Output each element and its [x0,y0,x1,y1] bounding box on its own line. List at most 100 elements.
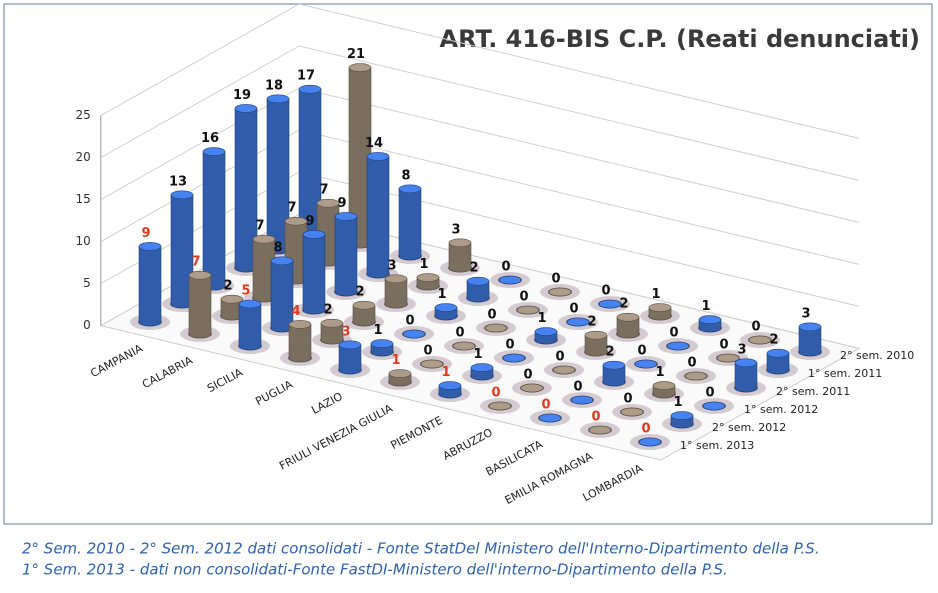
cylinder-top [734,358,758,368]
cylinder-top [652,381,676,390]
cylinder [302,230,326,315]
cylinder-top [684,371,708,381]
value-label: 3 [737,342,746,357]
cylinder-body [352,304,376,327]
value-label: 1 [441,365,450,380]
cylinder-body [448,242,472,273]
cylinder [434,303,458,321]
value-label: 0 [705,386,714,401]
cylinder-top [448,238,472,248]
value-label: 2 [769,333,778,348]
cylinder [516,305,540,315]
cylinder-top [234,104,258,113]
cylinder [320,318,344,345]
cylinder [588,425,612,435]
cylinder-top [520,383,544,393]
cylinder [338,340,362,375]
cylinder-body [288,324,312,363]
cylinder-body [798,326,822,357]
value-label: 1 [701,299,710,314]
cylinder-top [534,327,558,336]
value-label: 1 [391,353,400,368]
value-label: 0 [573,380,582,395]
cylinder-top [270,256,294,266]
value-label: 1 [673,395,682,410]
value-label: 8 [401,168,410,183]
value-label: 1 [473,347,482,362]
value-label: 0 [637,344,646,359]
footnote: 2° Sem. 2010 - 2° Sem. 2012 dati consoli… [22,540,820,558]
cylinder-top [138,242,162,251]
value-label: 1 [437,287,446,302]
value-label: 7 [255,219,264,234]
value-label: 0 [551,272,560,287]
value-label: 2 [619,297,628,312]
cylinder-body [466,280,490,303]
cylinder-top [702,401,726,411]
value-label: 0 [641,422,650,437]
value-label: 0 [501,260,510,275]
cylinder-top [638,437,662,447]
cylinder-top [288,320,312,329]
cylinder-body [302,234,326,315]
cylinder-top [384,274,408,284]
cylinder [698,315,722,333]
value-label: 0 [405,314,414,329]
cylinder-top [220,294,244,304]
cylinder-top [602,360,626,370]
value-label: 9 [337,196,346,211]
cylinder-top [170,190,194,200]
cylinder-top [320,318,344,328]
cylinder-top [670,411,694,420]
cylinder [602,360,626,387]
y-tick-label: 5 [83,276,91,290]
cylinder-top [416,273,440,282]
cylinder [502,353,526,363]
cylinder [138,242,162,327]
cylinder [384,274,408,309]
cylinder [370,339,394,357]
cylinder [616,312,640,339]
value-label: 2 [323,303,332,318]
cylinder [498,275,522,285]
cylinder-body [366,156,390,279]
value-label: 0 [719,338,728,353]
cylinder-top [388,369,412,378]
cylinder-top [352,300,376,310]
value-label: 0 [455,326,464,341]
cylinder [652,381,676,399]
value-label: 0 [555,350,564,365]
cylinder [202,147,226,291]
cylinder-top [570,395,594,405]
cylinder-body [766,352,790,375]
value-label: 17 [297,69,315,84]
cylinder-top [538,413,562,423]
cylinder [552,365,576,375]
cylinder-top [552,365,576,375]
cylinder [520,383,544,393]
cylinder-top [584,330,608,340]
cylinder-top [502,353,526,363]
cylinder-top [620,407,644,417]
cylinder-top [348,63,372,72]
cylinder [252,234,276,303]
cylinder-body [188,274,212,339]
value-label: 0 [491,386,500,401]
value-label: 2 [355,285,364,300]
cylinder-top [498,275,522,285]
value-label: 3 [451,222,460,237]
cylinder [466,276,490,303]
cylinder [584,330,608,357]
cylinder [666,341,690,351]
cylinder-body [238,303,262,351]
cylinder [766,348,790,375]
value-label: 2 [223,279,232,294]
cylinder [388,369,412,387]
cylinder-top [648,303,672,312]
cylinder-top [252,234,276,244]
cylinder [566,317,590,327]
value-label: 19 [233,88,251,103]
value-label: 7 [287,201,296,216]
y-tick-label: 25 [76,108,91,122]
value-label: 3 [801,306,810,321]
